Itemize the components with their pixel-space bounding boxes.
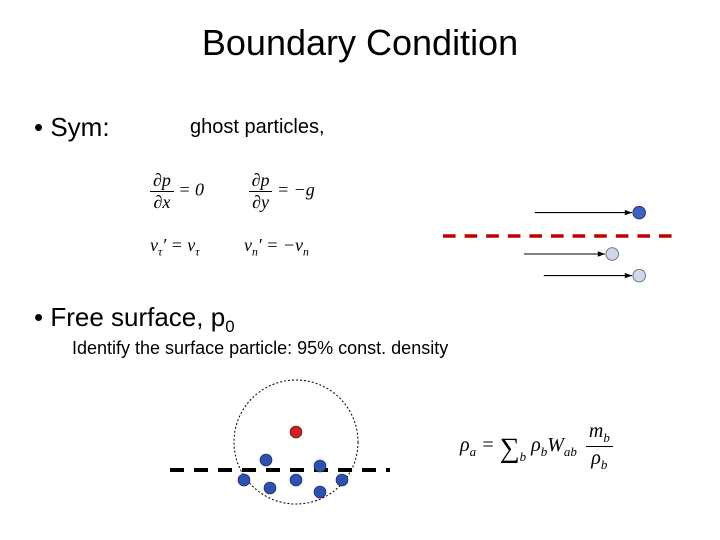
ghost-particles-label: ghost particles, xyxy=(190,116,325,139)
surface-particle-diagram xyxy=(170,372,390,512)
bullet-free-surface: • Free surface, p0 xyxy=(34,302,235,337)
slide-title: Boundary Condition xyxy=(0,22,720,64)
ghost-particle-diagram xyxy=(430,200,690,290)
eq-vtau: ντ′ = ντ xyxy=(150,235,199,259)
eq-vn: νn′ = −νn xyxy=(244,235,309,259)
identify-text: Identify the surface particle: 95% const… xyxy=(72,338,448,359)
eq-dp-dy: ∂p∂y = −g xyxy=(249,170,315,213)
equations-block: ∂p∂x = 0 ∂p∂y = −g ντ′ = ντ νn′ = −νn xyxy=(150,170,355,281)
density-equation: ρa = ∑b ρbWab mb ρb xyxy=(460,420,613,473)
bullet-sym: • Sym: xyxy=(34,112,110,143)
eq-dp-dx: ∂p∂x = 0 xyxy=(150,170,204,213)
